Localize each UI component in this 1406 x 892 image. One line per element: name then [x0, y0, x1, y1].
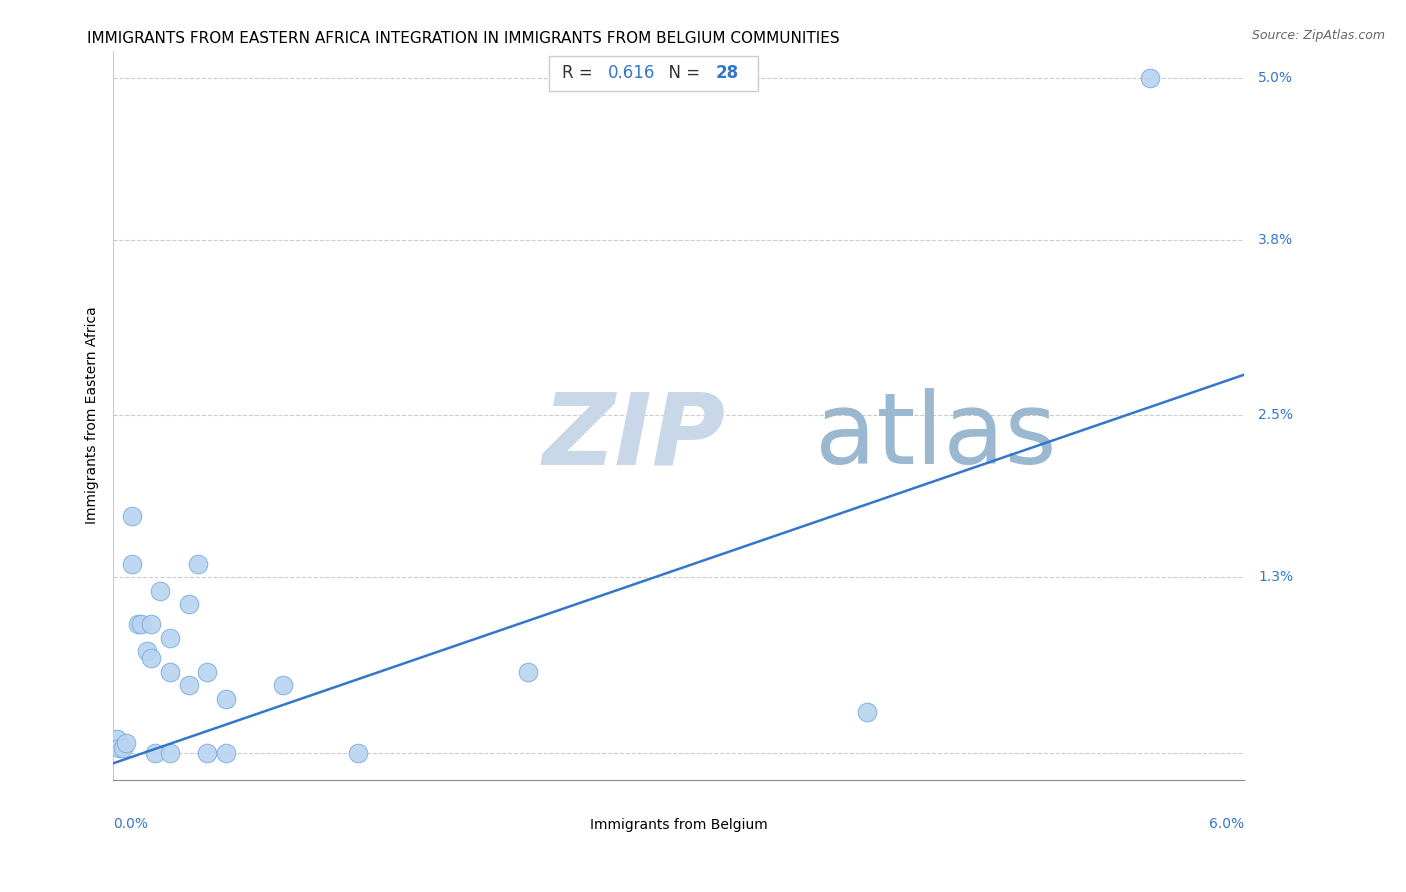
- Point: [197, 665, 219, 679]
- Point: [121, 509, 143, 524]
- Point: [187, 557, 209, 571]
- Text: 3.8%: 3.8%: [1258, 233, 1294, 246]
- Text: 2.5%: 2.5%: [1258, 409, 1294, 422]
- Text: 28: 28: [716, 64, 740, 82]
- Point: [271, 678, 294, 692]
- Y-axis label: Immigrants from Eastern Africa: Immigrants from Eastern Africa: [86, 306, 100, 524]
- Text: 0.616: 0.616: [607, 64, 655, 82]
- Point: [115, 736, 138, 750]
- Point: [215, 746, 238, 760]
- Point: [121, 557, 143, 571]
- Text: N =: N =: [658, 64, 706, 82]
- Point: [131, 617, 153, 632]
- Text: 5.0%: 5.0%: [1258, 70, 1294, 85]
- Point: [177, 597, 200, 611]
- X-axis label: Immigrants from Belgium: Immigrants from Belgium: [591, 818, 768, 832]
- Point: [856, 705, 879, 719]
- Point: [1139, 70, 1161, 85]
- Text: ZIP: ZIP: [543, 388, 725, 485]
- Point: [108, 741, 131, 756]
- Point: [517, 665, 540, 679]
- Text: 1.3%: 1.3%: [1258, 570, 1294, 584]
- Point: [105, 731, 128, 746]
- Text: atlas: atlas: [814, 388, 1056, 485]
- Point: [139, 617, 162, 632]
- Point: [143, 746, 166, 760]
- Text: R =: R =: [562, 64, 599, 82]
- Point: [149, 583, 172, 598]
- Point: [139, 651, 162, 665]
- Text: 0.0%: 0.0%: [114, 817, 148, 831]
- Point: [347, 746, 370, 760]
- Text: 6.0%: 6.0%: [1209, 817, 1244, 831]
- Point: [111, 741, 134, 756]
- Point: [159, 631, 181, 645]
- Text: Source: ZipAtlas.com: Source: ZipAtlas.com: [1251, 29, 1385, 42]
- Point: [136, 644, 159, 658]
- Point: [215, 691, 238, 706]
- Point: [177, 678, 200, 692]
- Point: [159, 665, 181, 679]
- Text: IMMIGRANTS FROM EASTERN AFRICA INTEGRATION IN IMMIGRANTS FROM BELGIUM COMMUNITIE: IMMIGRANTS FROM EASTERN AFRICA INTEGRATI…: [87, 31, 839, 46]
- Point: [127, 617, 149, 632]
- Point: [197, 746, 219, 760]
- FancyBboxPatch shape: [548, 56, 758, 91]
- Point: [159, 746, 181, 760]
